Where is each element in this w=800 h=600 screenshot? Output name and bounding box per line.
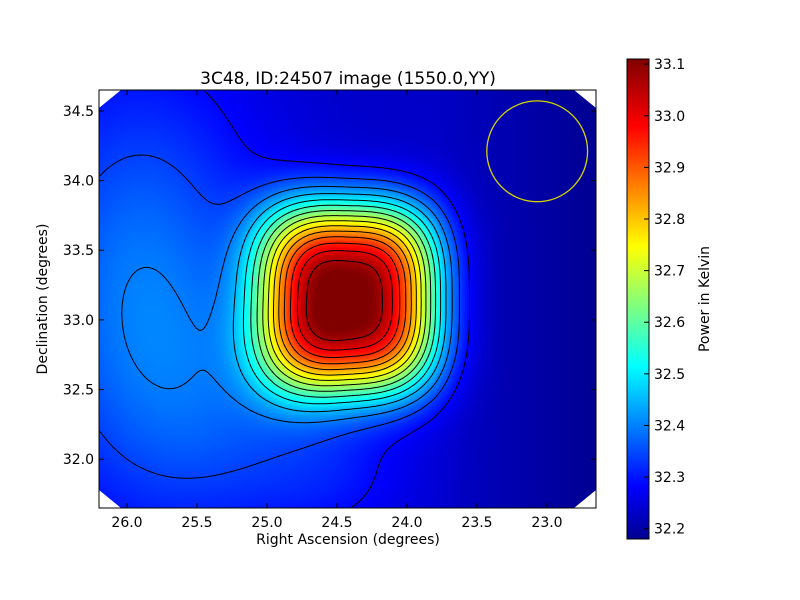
contour-level-11 (283, 236, 407, 365)
chart-title: 3C48, ID:24507 image (1550.0,YY) (200, 69, 496, 89)
colorbar-bar (626, 58, 650, 540)
corner-top-left (99, 90, 121, 108)
contour-level-8 (267, 220, 422, 381)
x-tick-label: 25.0 (251, 515, 282, 531)
colorbar-tick-label: 32.6 (654, 315, 685, 331)
x-tick-label: 24.5 (321, 515, 352, 531)
contour-lines (99, 90, 470, 508)
colorbar-ticks: 32.2 32.3 32.4 32.5 32.6 32.7 32.8 32.9 33.0 33.1 (644, 57, 685, 538)
x-axis-label: Right Ascension (degrees) (256, 532, 440, 548)
y-tick-label: 33.5 (63, 243, 94, 259)
contour-level-12 (289, 242, 401, 358)
x-axis-ticks: 26.0 25.5 25.0 24.5 24.0 23.5 23.0 (111, 90, 563, 531)
colorbar-tick-label: 32.5 (654, 367, 685, 383)
colorbar-tick-label: 32.7 (654, 264, 685, 280)
contour-level-14 (305, 260, 383, 342)
contour-level-0 (204, 90, 470, 508)
contour-level-6 (256, 210, 432, 392)
heatmap-raster (99, 90, 596, 508)
x-tick-label: 26.0 (111, 515, 142, 531)
corner-bottom-left (99, 490, 121, 508)
colorbar-tick-label: 32.2 (654, 522, 685, 538)
contour-level-3 (232, 193, 447, 413)
x-tick-label: 24.0 (391, 515, 422, 531)
x-tick-label: 23.5 (461, 515, 492, 531)
contour-level-5 (250, 204, 437, 398)
beam-circle (486, 100, 589, 203)
y-tick-label: 32.0 (63, 452, 94, 468)
contour-level-1 (99, 154, 460, 479)
y-axis-ticks: 32.0 32.5 33.0 33.5 34.0 34.5 (63, 104, 596, 468)
contour-level-2 (121, 185, 453, 424)
contour-level-13 (296, 250, 393, 351)
contour-level-7 (262, 215, 427, 387)
plot-frame (98, 89, 597, 509)
colorbar-tick-label: 32.8 (654, 212, 685, 228)
colorbar-tick-label: 32.4 (654, 418, 685, 434)
colorbar-tick-label: 32.3 (654, 470, 685, 486)
y-axis-label: Declination (degrees) (35, 224, 51, 375)
x-tick-label: 23.0 (531, 515, 562, 531)
y-tick-label: 34.5 (63, 104, 94, 120)
y-tick-label: 32.5 (63, 383, 94, 399)
heatmap-image (99, 90, 596, 508)
contour-level-9 (273, 225, 417, 376)
corner-bottom-right (574, 490, 596, 508)
plot-area (98, 89, 597, 509)
x-tick-label: 25.5 (181, 515, 212, 531)
y-tick-label: 34.0 (63, 174, 94, 190)
contour-level-10 (278, 230, 412, 371)
colorbar: 32.2 32.3 32.4 32.5 32.6 32.7 32.8 32.9 33.0 33.1… (626, 57, 713, 540)
contour-level-4 (242, 199, 442, 405)
colorbar-label: Power in Kelvin (697, 246, 713, 352)
corner-top-right (574, 90, 596, 108)
colorbar-tick-label: 32.9 (654, 160, 685, 176)
y-tick-label: 33.0 (63, 313, 94, 329)
colorbar-tick-label: 33.0 (654, 109, 685, 125)
colorbar-tick-label: 33.1 (654, 57, 685, 73)
